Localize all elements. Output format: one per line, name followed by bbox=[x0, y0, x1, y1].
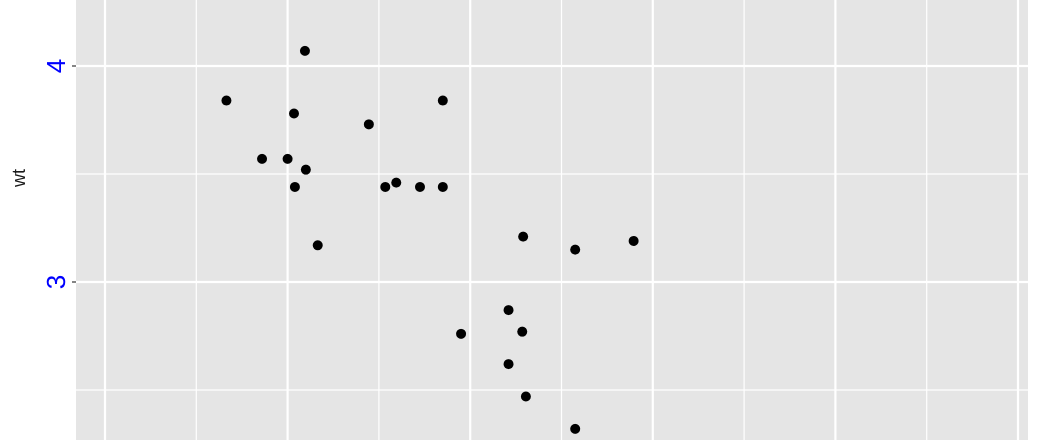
data-point bbox=[503, 305, 514, 316]
data-point bbox=[363, 119, 374, 130]
data-point bbox=[414, 181, 425, 192]
data-point bbox=[570, 244, 581, 255]
y-tick-label: 3 bbox=[41, 275, 71, 289]
data-point bbox=[300, 164, 311, 175]
data-point bbox=[312, 240, 323, 251]
data-point bbox=[520, 391, 531, 402]
data-point bbox=[221, 95, 232, 106]
minor-gridlines bbox=[76, 0, 1028, 440]
data-point bbox=[289, 181, 300, 192]
data-point bbox=[517, 326, 528, 337]
plot-panel bbox=[76, 0, 1028, 440]
data-point bbox=[288, 108, 299, 119]
data-point bbox=[456, 328, 467, 339]
y-axis-ticks bbox=[72, 65, 76, 283]
y-axis-tick-labels: 43 bbox=[41, 59, 71, 289]
data-point bbox=[380, 181, 391, 192]
major-gridlines bbox=[76, 0, 1028, 440]
data-point bbox=[437, 95, 448, 106]
data-point bbox=[518, 231, 529, 242]
y-axis-title: wt bbox=[9, 169, 29, 188]
y-tick-label: 4 bbox=[41, 59, 71, 73]
data-point bbox=[257, 153, 268, 164]
data-point bbox=[628, 235, 639, 246]
data-point bbox=[437, 181, 448, 192]
data-point bbox=[391, 177, 402, 188]
data-point bbox=[503, 359, 514, 370]
data-point bbox=[299, 45, 310, 56]
data-point bbox=[570, 423, 581, 434]
data-point bbox=[282, 153, 293, 164]
data-points bbox=[221, 45, 639, 434]
